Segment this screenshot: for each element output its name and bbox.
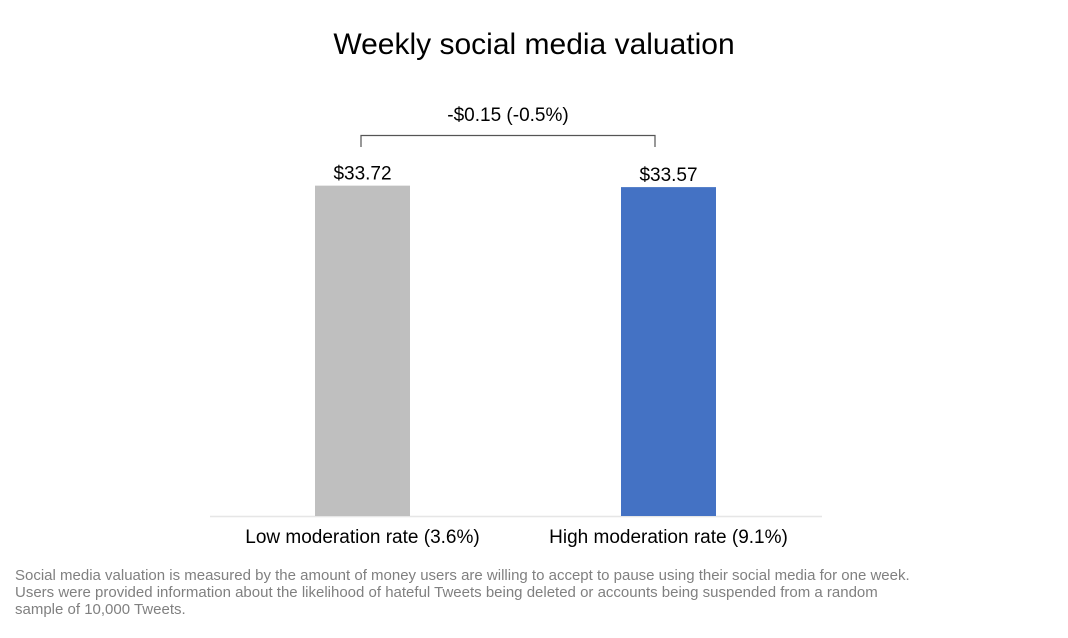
data-label: $33.57 xyxy=(639,165,697,186)
bar xyxy=(315,185,410,517)
x-tick-label: Low moderation rate (3.6%) xyxy=(245,527,479,548)
footnote-line: Users were provided information about th… xyxy=(15,584,878,601)
data-label: $33.72 xyxy=(333,164,391,185)
bar xyxy=(621,187,716,516)
chart-title: Weekly social media valuation xyxy=(333,28,735,61)
comparison-bracket xyxy=(360,134,656,147)
footnote-line: sample of 10,000 Tweets. xyxy=(15,601,186,618)
comparison-annotation: -$0.15 (-0.5%) xyxy=(447,105,568,126)
footnote: Social media valuation is measured by th… xyxy=(15,567,910,618)
footnote-line: Social media valuation is measured by th… xyxy=(15,567,910,584)
x-tick-label: High moderation rate (9.1%) xyxy=(549,527,788,548)
